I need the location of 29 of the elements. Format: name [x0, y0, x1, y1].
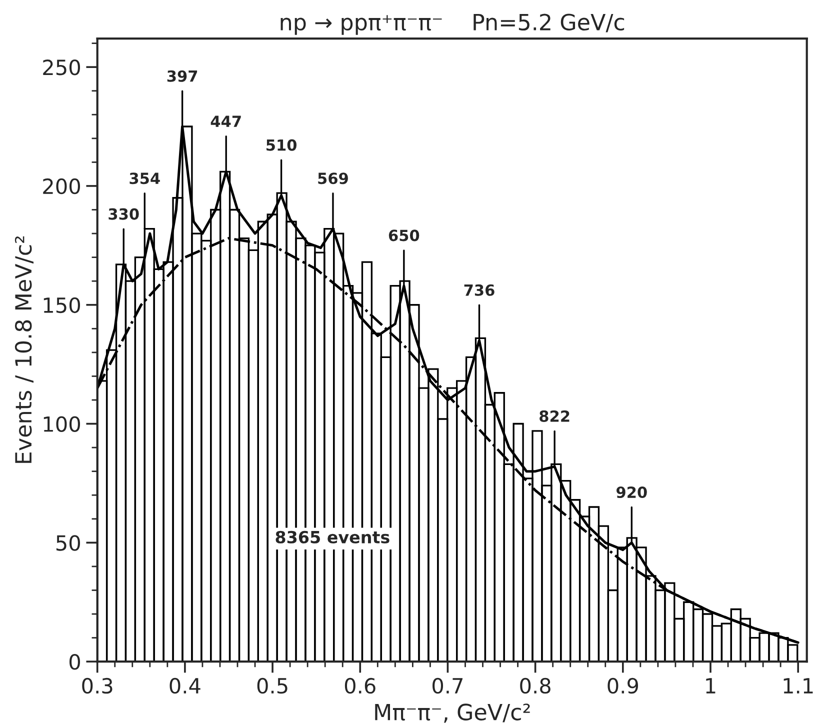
annotation: 920: [616, 486, 647, 498]
x-tick-label: 0.4: [170, 678, 200, 694]
annotation: 736: [464, 284, 494, 296]
annotation: 447: [210, 116, 241, 127]
annotation: 354: [130, 172, 160, 184]
x-tick-label: 0.8: [520, 678, 550, 694]
annotation: 510: [266, 139, 297, 151]
y-tick-label: 200: [43, 178, 80, 194]
x-tick-label: 0.3: [82, 678, 112, 694]
annotation: 330: [108, 208, 139, 220]
x-tick-label: 0.5: [257, 678, 288, 694]
x-tick-label: 0.9: [608, 678, 638, 694]
x-tick-label: 1: [706, 678, 716, 694]
annotation: 569: [318, 172, 348, 184]
annotation: 397: [167, 70, 198, 82]
y-axis-title: Events / 10.8 MeV/c²: [14, 236, 34, 463]
y-tick-label: 150: [44, 297, 80, 314]
annotation: 822: [540, 410, 570, 422]
y-tick-label: 100: [44, 416, 80, 432]
annotation: 650: [388, 230, 420, 242]
y-tick-label: 0: [69, 654, 80, 670]
y-tick-label: 250: [43, 60, 80, 76]
x-tick-label: 0.7: [432, 678, 463, 694]
x-axis-title: Mπ⁻π⁻, GeV/c²: [375, 704, 530, 723]
x-tick-label: 0.6: [344, 678, 376, 694]
y-tick-label: 50: [56, 535, 80, 551]
chart-title: np → ppπ⁺π⁻π⁻ Pn=5.2 GeV/c: [280, 14, 624, 35]
annotation: 8365 events: [276, 530, 390, 544]
x-tick-label: 1.1: [784, 678, 813, 694]
